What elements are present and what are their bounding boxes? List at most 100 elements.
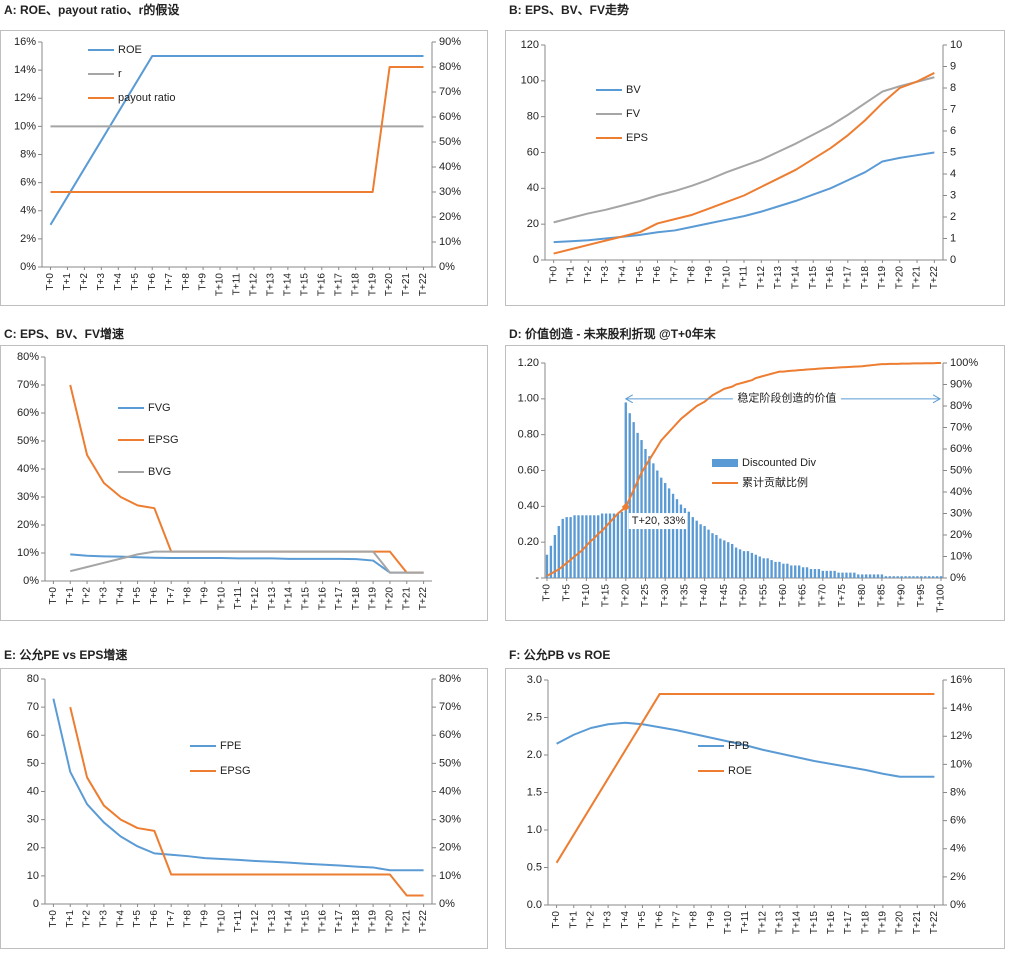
x-tick-label: T+12 [249, 273, 260, 297]
y2-tick-label: 6 [950, 125, 956, 137]
x-tick-label: T+13 [266, 273, 277, 297]
bar [829, 570, 832, 578]
bar [924, 576, 927, 578]
x-tick-label: T+7 [166, 587, 177, 605]
bar [853, 572, 856, 578]
x-tick-label: T+22 [418, 587, 429, 611]
y-tick-label: - [535, 572, 539, 584]
bar [872, 574, 876, 578]
y-tick-label: 6% [20, 177, 36, 189]
x-tick-label: T+22 [929, 266, 940, 290]
x-tick-label: T+11 [740, 911, 751, 934]
y2-tick-label: 60% [950, 443, 972, 455]
y-tick-label: 50% [17, 435, 39, 447]
x-tick-label: T+6 [149, 587, 160, 605]
x-tick-label: T+60 [778, 584, 789, 608]
y-tick-label: 0.80 [518, 429, 539, 441]
arrow-head [624, 394, 942, 404]
y2-tick-label: 100% [950, 357, 978, 369]
x-tick-label: T+7 [669, 266, 680, 284]
y-tick-label: 20% [17, 519, 39, 531]
bar [608, 513, 612, 578]
bar [553, 535, 557, 578]
line-series [50, 66, 424, 193]
bar [675, 499, 679, 578]
x-tick-label: T+20 [384, 273, 395, 297]
y-tick-label: 12% [14, 92, 36, 104]
x-tick-label: T+20 [894, 266, 905, 290]
x-tick-label: T+15 [299, 273, 310, 297]
x-tick-label: T+8 [181, 273, 192, 291]
bar [679, 504, 683, 578]
y2-tick-label: 10% [950, 758, 972, 770]
x-tick-label: T+18 [350, 273, 361, 297]
y2-tick-label: 5 [950, 146, 956, 158]
x-tick-label: T+50 [739, 584, 750, 608]
bar [892, 576, 895, 578]
line-series [553, 76, 935, 224]
y2-tick-label: 3 [950, 189, 956, 201]
legend-label: FV [626, 108, 641, 120]
bar [616, 513, 620, 578]
x-tick-label: T+4 [620, 911, 631, 929]
x-tick-label: T+10 [216, 587, 227, 611]
bar [632, 422, 635, 578]
bar [667, 488, 671, 578]
y2-tick-label: 7 [950, 103, 956, 115]
x-tick-label: T+13 [267, 910, 278, 934]
x-tick-label: T+21 [401, 587, 412, 611]
y-tick-label: 80 [27, 673, 39, 685]
x-tick-label: T+2 [586, 911, 597, 929]
x-tick-label: T+16 [317, 587, 328, 611]
y2-tick-label: 70% [439, 86, 461, 98]
y2-tick-label: 0% [439, 261, 455, 273]
y-tick-label: 20 [527, 218, 539, 230]
bar [817, 569, 821, 578]
x-tick-label: T+17 [843, 911, 854, 935]
panel-border [505, 668, 1005, 949]
y2-tick-label: 9 [950, 60, 956, 72]
bar [770, 560, 773, 578]
bar [778, 561, 781, 578]
y-tick-label: 16% [14, 36, 36, 48]
bar [935, 576, 939, 578]
y2-tick-label: 0% [950, 572, 966, 584]
y-tick-label: 70% [17, 379, 39, 391]
y-tick-label: 20 [27, 842, 39, 854]
x-tick-label: T+1 [65, 910, 76, 928]
x-tick-label: T+7 [164, 273, 175, 291]
x-tick-label: T+21 [912, 911, 923, 935]
line-series [52, 698, 424, 872]
x-tick-label: T+25 [640, 584, 651, 608]
x-tick-label: T+15 [809, 911, 820, 935]
x-tick-label: T+14 [284, 910, 295, 934]
y-tick-label: 2% [20, 233, 36, 245]
y-tick-label: 0.40 [518, 500, 539, 512]
x-tick-label: T+0 [542, 584, 553, 602]
y2-tick-label: 50% [439, 136, 461, 148]
y2-tick-label: 10 [950, 39, 962, 51]
x-tick-label: T+20 [620, 584, 631, 608]
bar [691, 517, 694, 578]
y-tick-label: 30% [17, 491, 39, 503]
x-tick-label: T+1 [568, 911, 579, 929]
y2-tick-label: 50% [950, 464, 972, 476]
chart-title: D: 价值创造 - 未来股利折现 @T+0年末 [509, 326, 717, 341]
x-tick-label: T+15 [808, 266, 819, 290]
line-series [49, 55, 424, 226]
x-tick-label: T+18 [860, 266, 871, 290]
y-tick-label: 10 [27, 870, 39, 882]
legend-label: BVG [148, 466, 171, 478]
y-tick-label: 80 [527, 111, 539, 123]
bar [900, 576, 903, 578]
bar [664, 483, 667, 578]
bar [746, 551, 750, 578]
x-tick-label: T+5 [132, 587, 143, 605]
bar [758, 556, 761, 578]
bar [730, 543, 734, 578]
bar [896, 576, 899, 578]
legend-label: FVG [148, 402, 171, 414]
y2-tick-label: 80% [439, 61, 461, 73]
x-tick-label: T+1 [62, 273, 73, 291]
y-tick-label: 0.5 [527, 861, 542, 873]
